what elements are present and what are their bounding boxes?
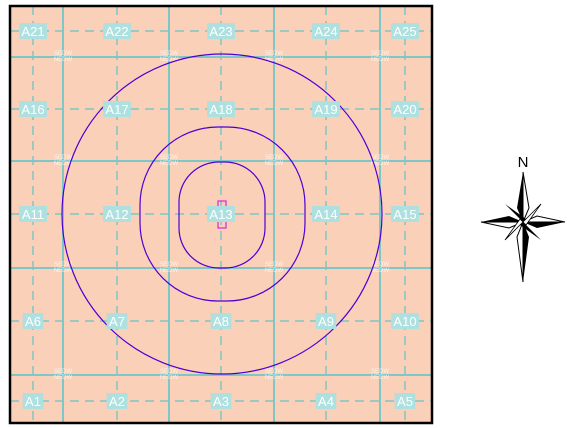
watermark-text: SEDW [265, 262, 283, 268]
north-label: N [518, 154, 529, 171]
watermark-text: NEDW [265, 268, 284, 274]
watermark-text: NEDW [265, 161, 284, 167]
cell-label-box [391, 313, 419, 329]
cell-label: A11 [22, 207, 44, 222]
cell-label-box [103, 206, 131, 222]
watermark-text: SEDW [265, 155, 283, 161]
cell-label: A9 [318, 314, 334, 329]
watermark-text: SEDW [54, 262, 72, 268]
cell-label-box [210, 313, 232, 329]
watermark-text: SEDW [54, 51, 72, 57]
watermark-text: NEDW [54, 268, 73, 274]
cell-label: A5 [397, 394, 413, 409]
cell-label: A14 [314, 207, 337, 222]
cell-label: A22 [105, 24, 128, 39]
cell-label: A13 [209, 207, 232, 222]
cell-label: A3 [213, 394, 229, 409]
watermark-text: NEDW [54, 161, 73, 167]
contour-inner [178, 161, 266, 269]
cell-label-box [391, 23, 419, 39]
cell-label: A18 [209, 102, 232, 117]
watermark-text: SEDW [371, 51, 389, 57]
cell-label: A20 [393, 102, 416, 117]
watermark-text: NEDW [160, 57, 179, 63]
cell-label-box [207, 101, 235, 117]
map-frame [8, 4, 434, 425]
cell-label: A24 [314, 24, 337, 39]
cell-label: A10 [393, 314, 416, 329]
watermark-text: SEDW [160, 262, 178, 268]
contour-outer [61, 53, 383, 375]
cell-label-box [394, 393, 416, 409]
cell-label: A15 [393, 207, 416, 222]
cell-label-box [207, 206, 235, 222]
watermark-text: NEDW [371, 268, 390, 274]
cell-label: A21 [21, 24, 44, 39]
watermark-text: NEDW [54, 57, 73, 63]
watermark-text: NEDW [265, 57, 284, 63]
watermark-text: NEDW [371, 161, 390, 167]
watermark-text: SEDW [160, 51, 178, 57]
contour-middle [139, 126, 306, 302]
cell-label-box [315, 313, 337, 329]
cell-label: A17 [105, 102, 128, 117]
watermark-text: SEDW [371, 155, 389, 161]
cell-label-box [22, 313, 44, 329]
cell-label: A19 [314, 102, 337, 117]
cell-label: A7 [109, 314, 125, 329]
cell-label-box [315, 393, 337, 409]
watermark-text: NEDW [160, 268, 179, 274]
watermark-text: NEDW [265, 375, 284, 381]
watermark-text: SEDW [160, 369, 178, 375]
watermark-text: NEDW [54, 375, 73, 381]
cell-label-box [103, 23, 131, 39]
cell-label-box [312, 101, 340, 117]
cell-label: A25 [393, 24, 416, 39]
watermark-text: NEDW [371, 375, 390, 381]
cell-label: A23 [209, 24, 232, 39]
cell-label: A2 [109, 394, 125, 409]
cell-label-box [210, 393, 232, 409]
cell-label: A8 [213, 314, 229, 329]
watermark-text: NEDW [371, 57, 390, 63]
contour-lines [61, 53, 383, 375]
cell-label: A4 [318, 394, 334, 409]
watermark-text: SEDW [54, 155, 72, 161]
cell-label-box [207, 23, 235, 39]
cell-label: A6 [25, 314, 41, 329]
cell-label-box [19, 101, 47, 117]
cell-label-box [19, 23, 47, 39]
cell-label-box [391, 206, 419, 222]
north-arrow-icon: N [480, 154, 566, 283]
watermark-text: SEDW [265, 51, 283, 57]
cell-label-box [22, 393, 44, 409]
watermark-text: NEDW [160, 161, 179, 167]
cell-label: A16 [21, 102, 44, 117]
cell-label-box [103, 101, 131, 117]
cell-label-box [106, 313, 128, 329]
cell-label-box [312, 23, 340, 39]
watermark-text: SEDW [371, 369, 389, 375]
watermark-text: SEDW [160, 155, 178, 161]
cell-label-box [312, 206, 340, 222]
watermark-text: SEDW [371, 262, 389, 268]
watermark-text: SEDW [265, 369, 283, 375]
cell-label-box [19, 206, 47, 222]
cell-label-box [391, 101, 419, 117]
watermark-text: SEDW [54, 369, 72, 375]
cell-labels: A21 A22 A23 A24 A25 A16 A17 A18 A19 A20 A11 A12 A13 A… [19, 23, 419, 409]
watermark-layer: SEDWNEDWSEDWNEDWSEDWNEDWSEDWNEDWSEDWNEDW… [54, 51, 390, 381]
cell-label: A1 [25, 394, 41, 409]
cell-label: A12 [105, 207, 128, 222]
watermark-text: NEDW [160, 375, 179, 381]
cell-label-box [106, 393, 128, 409]
